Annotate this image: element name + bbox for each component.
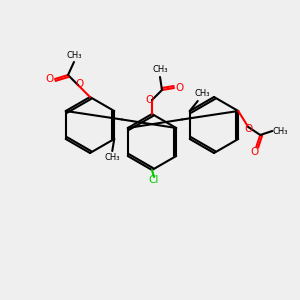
Text: O: O: [244, 124, 252, 134]
Text: Cl: Cl: [149, 175, 159, 185]
Text: CH₃: CH₃: [272, 127, 288, 136]
Text: CH₃: CH₃: [152, 65, 168, 74]
Text: O: O: [75, 79, 83, 89]
Text: O: O: [175, 83, 183, 93]
Text: CH₃: CH₃: [194, 89, 209, 98]
Text: O: O: [46, 74, 54, 84]
Text: O: O: [146, 95, 154, 105]
Text: CH₃: CH₃: [104, 154, 120, 163]
Text: O: O: [250, 147, 258, 157]
Text: CH₃: CH₃: [66, 50, 82, 59]
